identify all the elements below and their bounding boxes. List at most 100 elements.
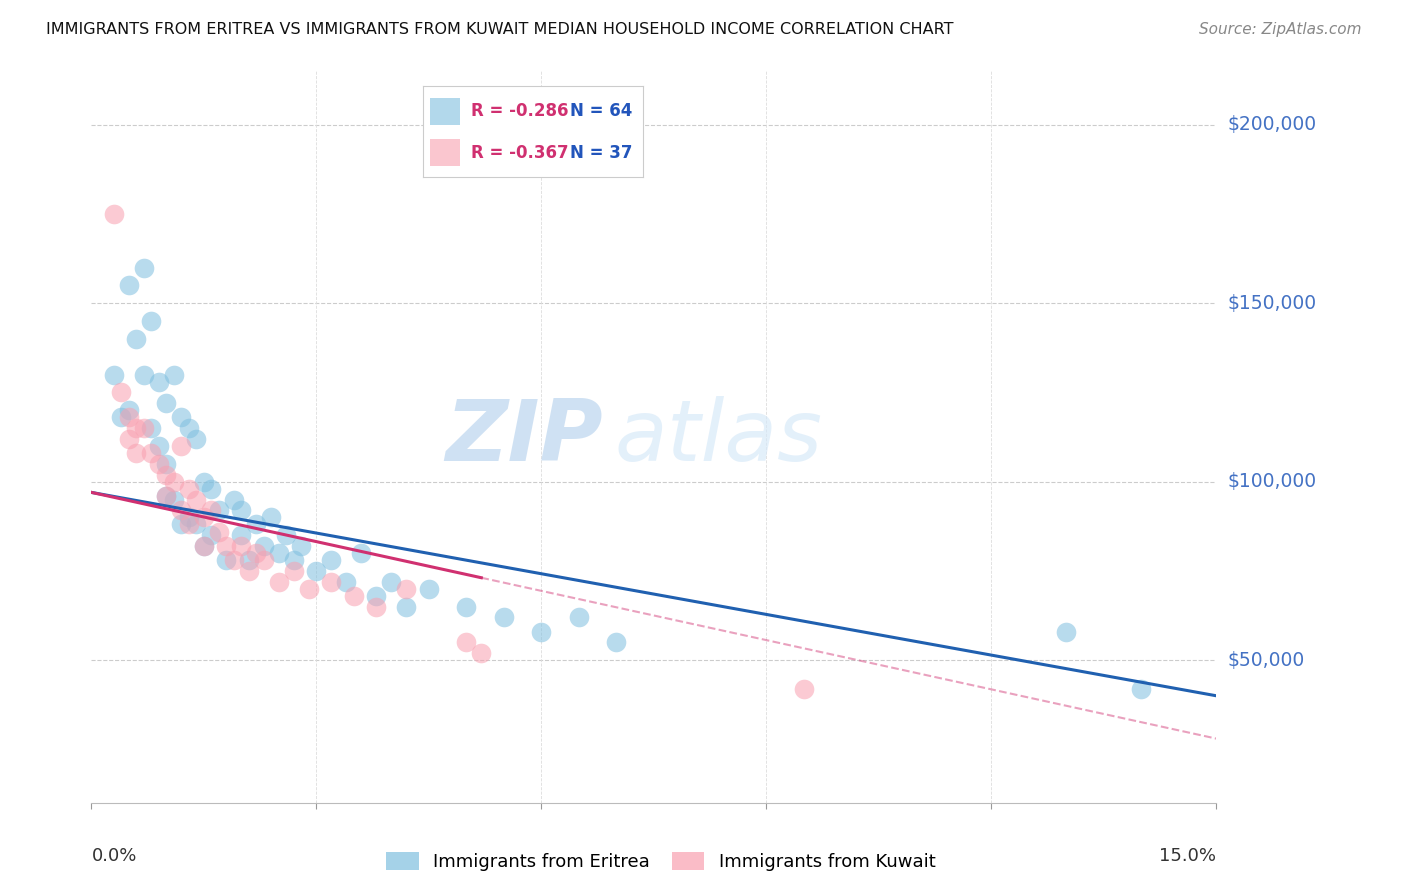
Point <box>267 574 290 589</box>
Point <box>163 492 186 507</box>
Text: ZIP: ZIP <box>446 395 603 479</box>
Text: IMMIGRANTS FROM ERITREA VS IMMIGRANTS FROM KUWAIT MEDIAN HOUSEHOLD INCOME CORREL: IMMIGRANTS FROM ERITREA VS IMMIGRANTS FR… <box>46 22 953 37</box>
Point <box>276 528 298 542</box>
Point <box>177 482 200 496</box>
Text: atlas: atlas <box>614 395 823 479</box>
Point <box>267 546 290 560</box>
Point <box>200 482 222 496</box>
Point <box>141 314 163 328</box>
Point <box>125 421 148 435</box>
Text: $100,000: $100,000 <box>1227 472 1316 491</box>
Text: 15.0%: 15.0% <box>1159 847 1216 864</box>
Point <box>125 446 148 460</box>
Point <box>283 553 305 567</box>
Point <box>343 589 366 603</box>
Point <box>141 421 163 435</box>
Point <box>208 524 231 539</box>
Point <box>456 635 478 649</box>
Point <box>155 489 177 503</box>
Point <box>222 492 245 507</box>
Point <box>335 574 357 589</box>
Point <box>253 553 276 567</box>
Point <box>155 489 177 503</box>
Point <box>568 610 591 624</box>
Point <box>305 564 328 578</box>
Point <box>110 410 132 425</box>
Point <box>283 564 305 578</box>
Point <box>186 517 208 532</box>
Point <box>456 599 478 614</box>
Point <box>380 574 402 589</box>
Point <box>395 599 418 614</box>
Text: $200,000: $200,000 <box>1227 115 1316 135</box>
Point <box>208 503 231 517</box>
Point <box>222 553 245 567</box>
Point <box>492 610 515 624</box>
Point <box>125 332 148 346</box>
Point <box>298 582 321 596</box>
Point <box>118 410 141 425</box>
Point <box>177 510 200 524</box>
Point <box>793 681 815 696</box>
Point <box>245 546 267 560</box>
Point <box>260 510 283 524</box>
Point <box>148 375 170 389</box>
Point <box>155 457 177 471</box>
Point <box>132 368 155 382</box>
Point <box>193 510 215 524</box>
Point <box>238 553 260 567</box>
Point <box>177 421 200 435</box>
Point <box>366 599 388 614</box>
Point <box>321 553 343 567</box>
Point <box>118 403 141 417</box>
Text: $150,000: $150,000 <box>1227 293 1316 313</box>
Point <box>231 528 253 542</box>
Point <box>530 624 553 639</box>
Point <box>231 539 253 553</box>
Point <box>148 439 170 453</box>
Point <box>395 582 418 596</box>
Point <box>170 439 193 453</box>
Point <box>253 539 276 553</box>
Point <box>132 260 155 275</box>
Point <box>366 589 388 603</box>
Point <box>245 517 267 532</box>
Point <box>103 207 125 221</box>
Point <box>200 528 222 542</box>
Point <box>163 368 186 382</box>
Point <box>186 492 208 507</box>
Point <box>321 574 343 589</box>
Point <box>103 368 125 382</box>
Point <box>141 446 163 460</box>
Point <box>350 546 373 560</box>
Point <box>215 539 238 553</box>
Point <box>193 539 215 553</box>
Point <box>155 396 177 410</box>
Point <box>170 517 193 532</box>
Point <box>118 278 141 293</box>
Point <box>238 564 260 578</box>
Point <box>170 410 193 425</box>
Point <box>118 432 141 446</box>
Point <box>470 646 492 660</box>
Point <box>231 503 253 517</box>
Point <box>605 635 627 649</box>
Point <box>186 432 208 446</box>
Point <box>110 385 132 400</box>
Point <box>1054 624 1077 639</box>
Point <box>193 539 215 553</box>
Point <box>200 503 222 517</box>
Point <box>177 517 200 532</box>
Point <box>290 539 312 553</box>
Point <box>418 582 440 596</box>
Point <box>193 475 215 489</box>
Point <box>163 475 186 489</box>
Legend: Immigrants from Eritrea, Immigrants from Kuwait: Immigrants from Eritrea, Immigrants from… <box>380 846 942 879</box>
Text: 0.0%: 0.0% <box>91 847 136 864</box>
Point <box>132 421 155 435</box>
Point <box>155 467 177 482</box>
Point <box>170 503 193 517</box>
Point <box>148 457 170 471</box>
Point <box>1130 681 1153 696</box>
Text: Source: ZipAtlas.com: Source: ZipAtlas.com <box>1198 22 1361 37</box>
